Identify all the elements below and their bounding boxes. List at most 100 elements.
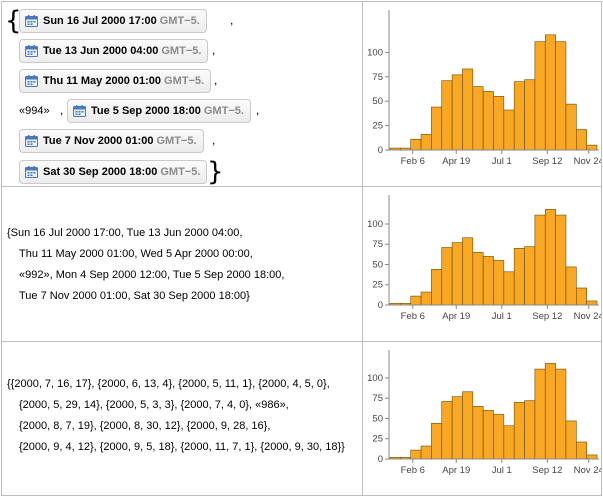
histogram-bar[interactable] <box>493 414 505 460</box>
y-tick-label: 100 <box>367 373 383 384</box>
calendar-icon <box>25 75 38 87</box>
calendar-icon <box>25 135 38 147</box>
histogram-bar[interactable] <box>586 300 598 306</box>
y-tick-label: 25 <box>372 434 383 445</box>
comma: , <box>230 13 234 27</box>
histogram-bar[interactable] <box>451 242 463 306</box>
output-line: {2000, 5, 29, 14}, {2000, 5, 3, 3}, {200… <box>19 399 289 411</box>
date-object[interactable]: Sun 16 Jul 2000 17:00 GMT−5. <box>19 9 207 33</box>
histogram-bar[interactable] <box>503 425 515 460</box>
x-tick-label: Jul 1 <box>492 311 512 322</box>
date-object[interactable]: Tue 7 Nov 2000 01:00 GMT−5. <box>19 129 204 153</box>
histogram-bar[interactable] <box>431 423 443 460</box>
timezone-text: GMT−5. <box>161 45 202 57</box>
y-tick-label: 0 <box>378 145 383 156</box>
histogram-bar[interactable] <box>555 41 567 151</box>
histogram-bar[interactable] <box>565 266 577 306</box>
histogram-bar[interactable] <box>565 420 577 460</box>
y-tick-label: 0 <box>378 454 383 465</box>
histogram-bar[interactable] <box>586 144 598 151</box>
histogram-bar[interactable] <box>462 68 474 151</box>
histogram-bar[interactable] <box>410 449 422 460</box>
histogram-bar[interactable] <box>482 256 494 306</box>
histogram-bar[interactable] <box>441 80 453 151</box>
histogram-bar[interactable] <box>534 368 546 460</box>
histogram-bar[interactable] <box>586 454 598 460</box>
histogram-bar[interactable] <box>462 391 474 460</box>
calendar-icon <box>25 166 38 178</box>
histogram-bar[interactable] <box>534 41 546 151</box>
date-histogram: 0 25 50 75 100 Feb 6 Apr 19 Jul 1 Sep 12 Nov 24 <box>367 195 601 322</box>
x-tick-label: Jul 1 <box>492 465 512 476</box>
histogram-cell: 0 25 50 75 100 Feb 6 Apr 19 Jul 1 Sep 12 Nov 24 <box>362 1 602 187</box>
y-tick-label: 50 <box>372 413 383 424</box>
date-list-cell: {{2000, 7, 16, 17}, {2000, 6, 13, 4}, {2… <box>1 341 363 496</box>
comma: , <box>214 73 218 87</box>
date-object[interactable]: Sat 30 Sep 2000 18:00 GMT−5. <box>19 160 208 184</box>
timezone-text: GMT−5. <box>203 105 244 117</box>
histogram-bar[interactable] <box>410 138 422 151</box>
x-tick-label: Jul 1 <box>492 156 512 167</box>
x-tick-label: Sep 12 <box>532 465 562 476</box>
histogram-bar[interactable] <box>472 252 484 306</box>
histogram-bar[interactable] <box>431 106 443 151</box>
histogram-bar[interactable] <box>420 291 432 306</box>
y-tick-label: 100 <box>367 219 383 230</box>
histogram-bar[interactable] <box>503 271 515 306</box>
histogram-bar[interactable] <box>482 410 494 460</box>
histogram-bar[interactable] <box>544 34 556 151</box>
y-tick-label: 75 <box>372 393 383 404</box>
histogram-bar[interactable] <box>462 237 474 306</box>
histogram-bar[interactable] <box>534 214 546 306</box>
histogram-bar[interactable] <box>524 79 536 151</box>
histogram-bar[interactable] <box>524 246 536 306</box>
histogram-bar[interactable] <box>576 441 587 460</box>
histogram-bar[interactable] <box>493 260 505 306</box>
histogram-bar[interactable] <box>503 109 515 151</box>
histogram-bar[interactable] <box>482 91 494 151</box>
calendar-icon <box>25 45 38 57</box>
histogram-bar[interactable] <box>513 81 525 151</box>
date-object[interactable]: Tue 5 Sep 2000 18:00 GMT−5. <box>67 99 251 123</box>
histogram-bar[interactable] <box>420 134 432 151</box>
histogram-bar[interactable] <box>420 445 432 460</box>
histogram-bar[interactable] <box>431 269 443 306</box>
histogram-bar[interactable] <box>493 96 505 151</box>
output-line: {Sun 16 Jul 2000 17:00, Tue 13 Jun 2000 … <box>7 227 243 239</box>
x-tick-label: Apr 19 <box>442 465 470 476</box>
histogram-bar[interactable] <box>524 400 536 460</box>
date-object[interactable]: Thu 11 May 2000 01:00 GMT−5. <box>19 69 212 93</box>
comma: , <box>212 133 216 147</box>
histogram-bar[interactable] <box>441 247 453 306</box>
y-tick-label: 100 <box>367 47 383 58</box>
histogram-bar[interactable] <box>451 74 463 151</box>
date-object-list-cell: { Sun 16 Jul 2000 17:00 GMT−5. , Tue 13 J… <box>1 1 363 187</box>
date-string-list-cell: {Sun 16 Jul 2000 17:00, Tue 13 Jun 2000 … <box>1 186 363 342</box>
histogram-bar[interactable] <box>513 247 525 306</box>
date-text: Tue 5 Sep 2000 18:00 <box>91 105 201 117</box>
histogram-bar[interactable] <box>565 103 577 151</box>
histogram-bar[interactable] <box>555 214 567 306</box>
histogram-bar[interactable] <box>441 401 453 460</box>
output-line: {2000, 9, 4, 12}, {2000, 9, 5, 18}, {200… <box>19 441 345 453</box>
histogram-bar[interactable] <box>513 401 525 460</box>
histogram-bar[interactable] <box>410 295 422 306</box>
histogram-bar[interactable] <box>472 406 484 460</box>
histogram-bar[interactable] <box>472 86 484 151</box>
histogram-bar[interactable] <box>576 129 587 151</box>
date-object[interactable]: Tue 13 Jun 2000 04:00 GMT−5. <box>19 39 209 63</box>
histogram-bar[interactable] <box>544 209 556 306</box>
histogram-bar[interactable] <box>555 368 567 460</box>
histogram-bar[interactable] <box>451 396 463 460</box>
date-text: Tue 7 Nov 2000 01:00 <box>43 135 154 147</box>
histogram-bar[interactable] <box>544 363 556 460</box>
histogram-cell: 0 25 50 75 100 Feb 6 Apr 19 Jul 1 Sep 12 Nov 24 <box>362 186 602 342</box>
open-brace: { <box>5 6 22 36</box>
x-tick-label: Apr 19 <box>442 311 470 322</box>
elided-count[interactable]: «994» <box>19 105 50 117</box>
timezone-text: GMT−5. <box>159 15 200 27</box>
date-text: Sun 16 Jul 2000 17:00 <box>43 15 157 27</box>
histogram-bar[interactable] <box>576 287 587 306</box>
x-tick-label: Nov 24 <box>574 156 601 167</box>
